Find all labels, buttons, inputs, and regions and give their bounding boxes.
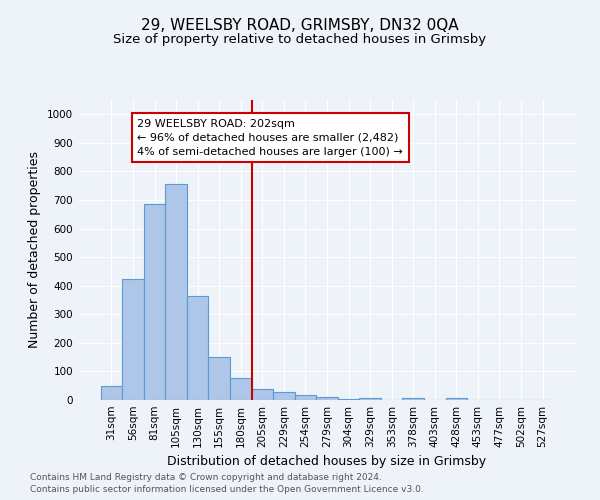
Bar: [251, 390, 273, 400]
Bar: [316, 398, 338, 400]
Bar: [166, 184, 187, 400]
Bar: [273, 392, 295, 400]
Text: 29 WEELSBY ROAD: 202sqm
← 96% of detached houses are smaller (2,482)
4% of semi-: 29 WEELSBY ROAD: 202sqm ← 96% of detache…: [137, 118, 403, 156]
Bar: [230, 378, 251, 400]
Bar: [101, 386, 122, 400]
X-axis label: Distribution of detached houses by size in Grimsby: Distribution of detached houses by size …: [167, 456, 487, 468]
Bar: [446, 398, 467, 400]
Bar: [295, 395, 316, 400]
Bar: [144, 204, 166, 400]
Y-axis label: Number of detached properties: Number of detached properties: [28, 152, 41, 348]
Text: 29, WEELSBY ROAD, GRIMSBY, DN32 0QA: 29, WEELSBY ROAD, GRIMSBY, DN32 0QA: [141, 18, 459, 32]
Bar: [403, 398, 424, 400]
Bar: [338, 398, 359, 400]
Bar: [359, 398, 381, 400]
Bar: [208, 356, 230, 400]
Bar: [122, 278, 144, 400]
Text: Contains public sector information licensed under the Open Government Licence v3: Contains public sector information licen…: [30, 485, 424, 494]
Text: Contains HM Land Registry data © Crown copyright and database right 2024.: Contains HM Land Registry data © Crown c…: [30, 472, 382, 482]
Bar: [187, 296, 208, 400]
Text: Size of property relative to detached houses in Grimsby: Size of property relative to detached ho…: [113, 32, 487, 46]
